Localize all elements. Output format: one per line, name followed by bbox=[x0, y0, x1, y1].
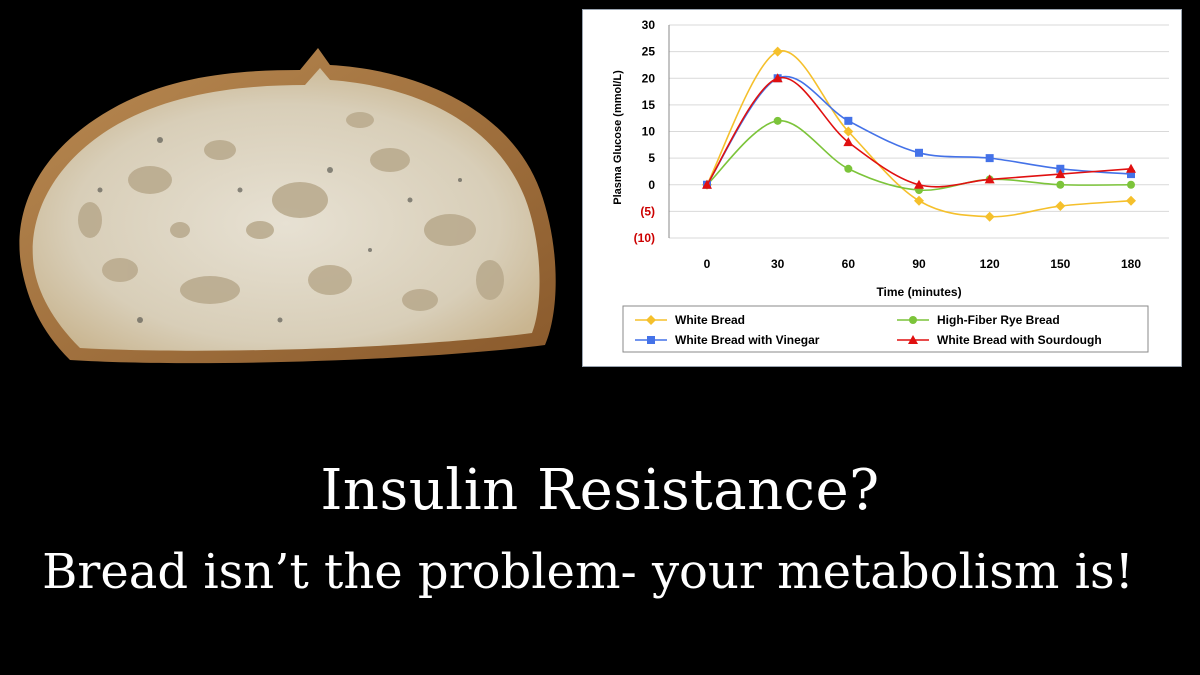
y-tick-label: 15 bbox=[642, 98, 656, 112]
series-2-point bbox=[1056, 164, 1065, 173]
legend-swatch-marker bbox=[647, 336, 655, 344]
y-tick-label: (5) bbox=[640, 204, 655, 218]
series-2-point bbox=[985, 154, 994, 163]
y-tick-label: 25 bbox=[642, 45, 656, 59]
series-0-point bbox=[984, 211, 995, 222]
legend-box bbox=[622, 305, 1149, 353]
x-tick-label: 60 bbox=[842, 257, 856, 271]
series-3-point bbox=[914, 179, 924, 189]
series-line-3 bbox=[706, 76, 1132, 188]
x-tick-label: 180 bbox=[1121, 257, 1141, 271]
legend-label: White Bread bbox=[675, 313, 745, 327]
series-3-point bbox=[1055, 169, 1066, 179]
series-1-point bbox=[844, 164, 853, 173]
glucose-chart-svg: 30 25 20 15 10 5 0 (5) (10) 0 30 60 90 120 150 180 Time … bbox=[612, 18, 1169, 353]
series-line-2 bbox=[706, 75, 1132, 186]
x-axis-title: Time (minutes) bbox=[876, 285, 961, 299]
headline: Insulin Resistance? bbox=[320, 458, 880, 523]
series-3-point bbox=[702, 179, 712, 189]
legend-label: High-Fiber Rye Bread bbox=[937, 313, 1060, 327]
subline: Bread isn’t the problem- your metabolism… bbox=[42, 544, 1134, 600]
legend-label: White Bread with Sourdough bbox=[937, 333, 1102, 347]
series-0-point bbox=[914, 195, 924, 206]
series-1-point bbox=[1056, 180, 1065, 189]
y-tick-label: 10 bbox=[642, 125, 656, 139]
y-tick-label: (10) bbox=[634, 231, 655, 245]
series-3-point bbox=[843, 137, 854, 147]
x-tick-label: 0 bbox=[704, 257, 711, 271]
series-0-point bbox=[1055, 201, 1066, 212]
legend-swatch-marker bbox=[646, 315, 656, 325]
x-tick-label: 150 bbox=[1050, 257, 1070, 271]
legend-swatch-marker bbox=[908, 335, 918, 344]
series-1-point bbox=[1127, 180, 1135, 189]
x-tick-label: 90 bbox=[912, 257, 926, 271]
series-2-point bbox=[1127, 170, 1135, 179]
y-tick-label: 0 bbox=[648, 178, 655, 192]
series-2-point bbox=[844, 116, 853, 125]
y-tick-label: 30 bbox=[642, 18, 656, 32]
legend-label: White Bread with Vinegar bbox=[675, 333, 820, 347]
y-axis-title: Plasma Glucose (mmol/L) bbox=[612, 70, 624, 205]
series-0-point bbox=[1126, 195, 1136, 206]
series-3-point bbox=[772, 73, 783, 83]
y-tick-label: 5 bbox=[648, 151, 655, 165]
series-3-point bbox=[984, 174, 995, 184]
x-tick-label: 120 bbox=[980, 257, 1000, 271]
legend-swatch-marker bbox=[909, 316, 917, 324]
series-0-point bbox=[843, 126, 854, 137]
series-3-point bbox=[1126, 163, 1136, 173]
x-tick-label: 30 bbox=[771, 257, 785, 271]
series-2-point bbox=[915, 148, 923, 157]
glucose-chart: 30 25 20 15 10 5 0 (5) (10) 0 30 60 90 120 150 180 Time … bbox=[582, 9, 1182, 367]
y-tick-label: 20 bbox=[642, 71, 656, 85]
series-1-point bbox=[773, 116, 782, 125]
series-0-point bbox=[772, 46, 783, 57]
bread-slice-image bbox=[19, 48, 556, 364]
